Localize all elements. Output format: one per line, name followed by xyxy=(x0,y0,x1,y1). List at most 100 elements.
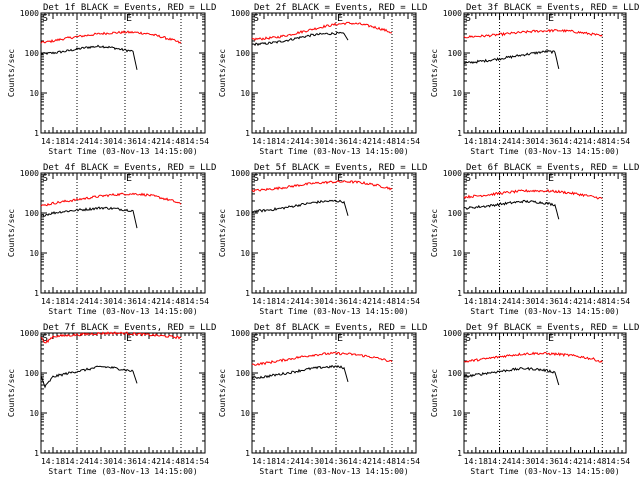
x-tick-label: 14:36 xyxy=(113,457,137,466)
x-tick-label: 14:54 xyxy=(185,457,209,466)
panel-title: Det 1f BLACK = Events, RED = LLD xyxy=(43,3,216,13)
y-tick-label: 1 xyxy=(457,449,462,458)
time-marker-S: S xyxy=(42,173,48,184)
events-series-line xyxy=(251,199,349,216)
y-tick-label: 10 xyxy=(29,89,39,98)
y-tick-label: 100 xyxy=(448,49,463,58)
x-tick-label: 14:36 xyxy=(324,457,348,466)
x-tick-label: 14:42 xyxy=(348,137,372,146)
panel-7: Det 7f BLACK = Events, RED = LLD 1 10 100 10… xyxy=(7,323,216,476)
x-tick-label: 14:24 xyxy=(65,137,89,146)
y-tick-label: 1000 xyxy=(443,169,462,178)
panel-1: Det 1f BLACK = Events, RED = LLD 1 10 100 10… xyxy=(7,3,216,156)
y-tick-label: 100 xyxy=(25,369,40,378)
events-series-line xyxy=(40,365,138,389)
y-axis-label: Counts/sec xyxy=(7,209,16,257)
panel-title: Det 7f BLACK = Events, RED = LLD xyxy=(43,323,216,333)
x-axis-label: Start Time (03-Nov-13 14:15:00) xyxy=(470,307,619,316)
events-series-line xyxy=(40,44,138,70)
x-tick-label: 14:42 xyxy=(559,297,583,306)
panel-5: Det 5f BLACK = Events, RED = LLD 1 10 100 10… xyxy=(218,163,427,316)
y-tick-label: 1 xyxy=(457,129,462,138)
plot-frame xyxy=(463,12,627,134)
x-tick-label: 14:42 xyxy=(348,457,372,466)
x-tick-label: 14:18 xyxy=(252,457,276,466)
y-tick-label: 1 xyxy=(245,449,250,458)
y-tick-label: 1000 xyxy=(443,329,462,338)
time-marker-S: S xyxy=(465,13,471,24)
x-tick-label: 14:30 xyxy=(511,297,535,306)
time-marker-S: S xyxy=(42,333,48,344)
y-tick-label: 1 xyxy=(245,129,250,138)
plot-frame xyxy=(251,332,417,454)
panel-title: Det 8f BLACK = Events, RED = LLD xyxy=(254,323,427,333)
y-tick-label: 10 xyxy=(452,409,462,418)
lld-series-line xyxy=(251,179,393,193)
x-tick-label: 14:48 xyxy=(372,137,396,146)
x-tick-label: 14:18 xyxy=(252,297,276,306)
x-axis-label: Start Time (03-Nov-13 14:15:00) xyxy=(48,147,197,156)
y-tick-label: 1 xyxy=(34,289,39,298)
panel-title: Det 5f BLACK = Events, RED = LLD xyxy=(254,163,427,173)
x-tick-label: 14:48 xyxy=(161,457,185,466)
time-marker-E: E xyxy=(548,333,554,344)
plot-frame xyxy=(40,332,206,454)
y-tick-label: 100 xyxy=(236,209,251,218)
lld-series-line xyxy=(463,28,603,39)
x-tick-label: 14:24 xyxy=(276,137,300,146)
time-marker-E: E xyxy=(548,13,554,24)
time-marker-E: E xyxy=(337,173,343,184)
events-series-line xyxy=(251,31,349,47)
x-tick-label: 14:18 xyxy=(464,297,488,306)
x-tick-label: 14:24 xyxy=(65,457,89,466)
panel-6: Det 6f BLACK = Events, RED = LLD 1 10 100 10… xyxy=(430,163,639,316)
x-axis-label: Start Time (03-Nov-13 14:15:00) xyxy=(48,307,197,316)
x-tick-label: 14:42 xyxy=(137,297,161,306)
y-tick-label: 100 xyxy=(236,369,251,378)
time-marker-S: S xyxy=(253,333,259,344)
y-tick-label: 10 xyxy=(452,249,462,258)
time-marker-S: S xyxy=(42,13,48,24)
x-tick-label: 14:24 xyxy=(488,297,512,306)
panel-8: Det 8f BLACK = Events, RED = LLD 1 10 100 10… xyxy=(218,323,427,476)
y-tick-label: 1 xyxy=(245,289,250,298)
x-tick-label: 14:54 xyxy=(606,457,630,466)
y-tick-label: 1000 xyxy=(20,169,39,178)
time-marker-E: E xyxy=(337,13,343,24)
x-tick-label: 14:54 xyxy=(606,297,630,306)
y-tick-label: 1 xyxy=(34,129,39,138)
x-tick-label: 14:42 xyxy=(137,457,161,466)
y-axis-label: Counts/sec xyxy=(430,49,439,97)
x-tick-label: 14:30 xyxy=(300,137,324,146)
y-axis-label: Counts/sec xyxy=(430,369,439,417)
events-series-line xyxy=(463,199,560,220)
y-tick-label: 1000 xyxy=(20,9,39,18)
x-tick-label: 14:54 xyxy=(185,297,209,306)
events-series-line xyxy=(251,364,349,383)
x-tick-label: 14:24 xyxy=(488,137,512,146)
panel-2: Det 2f BLACK = Events, RED = LLD 1 10 100 10… xyxy=(218,3,427,156)
plot-frame xyxy=(40,172,206,294)
x-tick-label: 14:30 xyxy=(511,137,535,146)
y-tick-label: 1 xyxy=(34,449,39,458)
x-tick-label: 14:18 xyxy=(41,457,65,466)
x-axis-label: Start Time (03-Nov-13 14:15:00) xyxy=(259,467,408,476)
x-tick-label: 14:48 xyxy=(582,297,606,306)
x-tick-label: 14:36 xyxy=(113,297,137,306)
y-tick-label: 10 xyxy=(452,89,462,98)
x-tick-label: 14:54 xyxy=(396,137,420,146)
x-tick-label: 14:30 xyxy=(89,297,113,306)
y-tick-label: 10 xyxy=(240,89,250,98)
x-tick-label: 14:24 xyxy=(488,457,512,466)
x-tick-label: 14:24 xyxy=(276,457,300,466)
x-tick-label: 14:30 xyxy=(89,137,113,146)
x-tick-label: 14:48 xyxy=(161,137,185,146)
lld-series-line xyxy=(40,192,182,207)
y-axis-label: Counts/sec xyxy=(218,209,227,257)
x-tick-label: 14:54 xyxy=(606,137,630,146)
panel-4: Det 4f BLACK = Events, RED = LLD 1 10 100 10… xyxy=(7,163,216,316)
lld-series-line xyxy=(251,351,393,366)
lld-series-line xyxy=(40,30,182,44)
y-tick-label: 10 xyxy=(29,409,39,418)
time-marker-E: E xyxy=(126,13,132,24)
